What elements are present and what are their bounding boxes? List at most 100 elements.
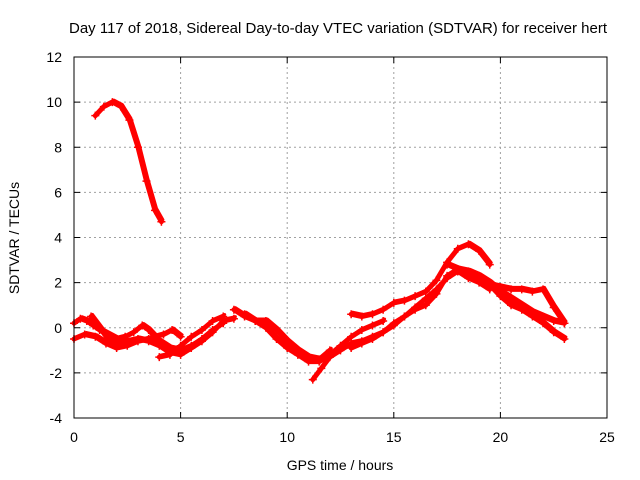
- data-point-sat-j: [368, 335, 377, 344]
- data-point-sat-l: [453, 267, 462, 276]
- data-point-sat-h: [317, 364, 326, 373]
- data-point-sat-g: [315, 357, 324, 366]
- x-tick-label: 0: [70, 429, 78, 445]
- y-tick-label: 0: [54, 320, 62, 336]
- series-line-sat-h: [310, 268, 493, 383]
- data-point-sat-d: [229, 314, 238, 323]
- data-point-sat-j: [539, 285, 548, 294]
- y-tick-label: 6: [54, 184, 62, 200]
- series-band-sat-d: [91, 313, 237, 355]
- data-point-sat-l: [496, 292, 505, 301]
- series-band-sat-a: [95, 98, 165, 222]
- data-point-sat-g: [283, 344, 292, 353]
- data-point-sat-j: [400, 312, 409, 321]
- x-tick-label: 10: [279, 429, 295, 445]
- series-band-sat-e: [159, 313, 227, 357]
- data-point-sat-b: [144, 326, 153, 335]
- y-tick-label: -4: [50, 410, 63, 426]
- data-point-sat-j: [549, 303, 558, 312]
- data-point-sat-d: [144, 337, 153, 346]
- data-point-sat-e: [176, 341, 185, 350]
- data-point-sat-l: [549, 328, 558, 337]
- data-point-sat-b: [82, 316, 91, 325]
- data-point-sat-h: [336, 346, 345, 355]
- series-band-sat-h: [312, 267, 493, 380]
- data-point-sat-g: [240, 310, 249, 319]
- x-axis-ticks: 0 5 10 15 20 25: [70, 57, 615, 445]
- data-point-sat-j: [357, 339, 366, 348]
- data-point-sat-h: [421, 294, 430, 303]
- data-point-sat-b: [138, 321, 147, 330]
- data-point-sat-d: [133, 335, 142, 344]
- data-point-sat-c: [80, 330, 89, 339]
- data-point-sat-g: [347, 332, 356, 341]
- data-point-sat-e: [219, 312, 228, 321]
- data-point-sat-f: [272, 326, 281, 335]
- data-point-sat-d: [187, 344, 196, 353]
- data-point-sat-b: [159, 330, 168, 339]
- data-point-sat-d: [176, 350, 185, 359]
- data-point-sat-g: [379, 316, 388, 325]
- data-point-sat-j: [421, 301, 430, 310]
- data-point-sat-i: [475, 247, 484, 256]
- data-point-sat-j: [443, 271, 452, 280]
- data-point-sat-a: [157, 217, 166, 226]
- data-point-sat-a: [151, 206, 160, 215]
- data-point-sat-i: [389, 298, 398, 307]
- data-series: [70, 98, 569, 384]
- data-point-sat-g: [272, 335, 281, 344]
- data-point-sat-c: [91, 332, 100, 341]
- y-tick-label: -2: [50, 365, 63, 381]
- data-point-sat-j: [379, 328, 388, 337]
- data-point-sat-e: [155, 353, 164, 362]
- x-tick-label: 15: [386, 429, 402, 445]
- data-point-sat-l: [539, 319, 548, 328]
- data-point-sat-a: [108, 98, 117, 107]
- grid: [74, 57, 607, 418]
- x-tick-label: 5: [177, 429, 185, 445]
- data-point-sat-k: [560, 319, 569, 328]
- data-point-sat-d: [104, 335, 113, 344]
- data-point-sat-i: [432, 276, 441, 285]
- data-point-sat-l: [475, 274, 484, 283]
- data-point-sat-g: [368, 321, 377, 330]
- data-point-sat-a: [91, 111, 100, 120]
- data-point-sat-g: [357, 326, 366, 335]
- data-point-sat-d: [155, 341, 164, 350]
- data-point-sat-j: [432, 289, 441, 298]
- series-band-sat-l: [457, 267, 568, 339]
- data-point-sat-e: [208, 316, 217, 325]
- x-axis-label: GPS time / hours: [287, 457, 394, 473]
- data-point-sat-a: [116, 102, 125, 111]
- data-point-sat-l: [517, 305, 526, 314]
- data-point-sat-k: [443, 260, 452, 269]
- data-point-sat-g: [261, 323, 270, 332]
- data-point-sat-j: [528, 287, 537, 296]
- data-point-sat-b: [76, 314, 85, 323]
- y-tick-label: 12: [46, 49, 62, 65]
- data-point-sat-g: [251, 316, 260, 325]
- data-point-sat-d: [95, 323, 104, 332]
- data-point-sat-g: [293, 350, 302, 359]
- data-point-sat-i: [347, 310, 356, 319]
- data-point-sat-l: [507, 301, 516, 310]
- data-point-sat-d: [208, 328, 217, 337]
- data-point-sat-a: [125, 116, 134, 125]
- data-point-sat-j: [347, 344, 356, 353]
- data-point-sat-j: [507, 285, 516, 294]
- data-point-sat-a: [99, 102, 108, 111]
- chart-title: Day 117 of 2018, Sidereal Day-to-day VTE…: [69, 20, 608, 37]
- data-point-sat-d: [112, 339, 121, 348]
- y-tick-label: 2: [54, 275, 62, 291]
- data-point-sat-i: [357, 312, 366, 321]
- y-axis-label: SDTVAR / TECUs: [6, 182, 22, 294]
- data-point-sat-g: [304, 357, 313, 366]
- data-point-sat-l: [560, 335, 569, 344]
- data-point-sat-e: [197, 326, 206, 335]
- y-axis-ticks: -4 -2 0 2 4 6 8 10 12: [46, 49, 607, 426]
- y-tick-label: 4: [54, 230, 62, 246]
- y-tick-label: 10: [46, 94, 62, 110]
- data-point-sat-b: [176, 332, 185, 341]
- data-point-sat-j: [411, 305, 420, 314]
- data-point-sat-i: [379, 305, 388, 314]
